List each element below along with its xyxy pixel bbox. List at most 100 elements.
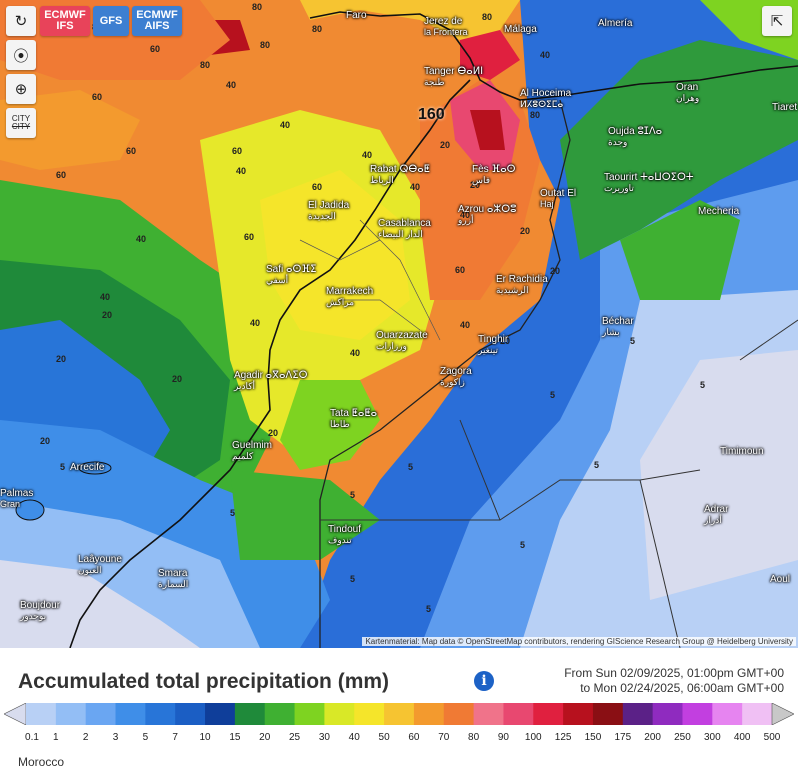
city-label: Marrakech مراكش [326, 286, 373, 308]
city-label: El Jadida الجديدة [308, 200, 349, 222]
legend-swatch [413, 703, 445, 725]
city-name: Boujdour [20, 600, 61, 611]
city-label: Guelmim كلميم [232, 440, 272, 462]
legend-label: 250 [674, 732, 691, 743]
legend-label: 80 [468, 732, 480, 743]
value-label: 20 [268, 428, 279, 438]
model-label: ECMWF [136, 9, 178, 21]
city-name: Tata ⵟⴰⵟⴰ [330, 408, 378, 419]
value-label: 80 [260, 40, 271, 50]
map-attribution: Kartenmaterial: Map data © OpenStreetMap… [362, 637, 796, 646]
legend-label: 300 [703, 732, 721, 743]
city-label: Tanger ⴱⴰⵍⵏ طنجة [424, 66, 483, 88]
city-label: Agadir ⴰⴳⴰⴷⵉⵔ أكادير [234, 370, 307, 392]
city-name: Outat El [540, 188, 577, 199]
model-ecmwf-aifs-button[interactable]: ECMWF AIFS [132, 6, 182, 36]
legend-label: 60 [408, 732, 420, 743]
city-name: Oujda ⵓⵊⴷⴰ [608, 126, 663, 137]
location-button[interactable]: ⦿ [6, 40, 36, 70]
island-lanzarote [78, 461, 112, 475]
coastline-north [309, 11, 798, 101]
value-label: 5 [350, 574, 356, 584]
legend-label: 500 [763, 732, 781, 743]
value-label: 5 [520, 540, 526, 550]
city-label: Al Hoceima ⵍⵃⵓⵙⵉⵎⴰ [520, 88, 571, 110]
model-sublabel: IFS [56, 20, 74, 32]
value-label: 20 [102, 310, 113, 320]
model-ecmwf-ifs-button[interactable]: ECMWF IFS [40, 6, 90, 36]
city-name: Timimoun [720, 446, 764, 457]
zone-lime-south [280, 380, 380, 470]
border-east [739, 319, 798, 361]
legend-swatch [473, 703, 504, 725]
value-label: 20 [470, 180, 481, 190]
city-name: Málaga [504, 24, 537, 35]
city-label: Faro [346, 10, 367, 21]
legend-labels: 0.1 1 2 3 5 7 10 15 20 25 30 40 50 60 70 80 90 100 125 150 1… [0, 732, 798, 746]
value-label: 80 [252, 2, 263, 12]
value-label: 40 [100, 292, 111, 302]
city-name: Ouarzazate [376, 330, 428, 341]
city-name: Marrakech [326, 286, 374, 297]
value-label: 40 [410, 182, 421, 192]
value-label: 80 [312, 24, 323, 34]
value-label: 60 [244, 232, 255, 242]
value-label: 60 [126, 146, 137, 156]
legend-label: 100 [524, 732, 542, 743]
share-button[interactable]: ⇱ [762, 6, 792, 36]
value-label: 40 [362, 150, 373, 160]
model-gfs-button[interactable]: GFS [93, 6, 129, 36]
city-subname: فاس [472, 175, 491, 185]
border-mali [639, 479, 681, 648]
legend-swatch [682, 703, 713, 725]
legend-label: 70 [438, 732, 450, 743]
legend-swatch [563, 703, 594, 725]
value-label: 5 [594, 460, 600, 470]
value-label: 40 [226, 80, 237, 90]
value-label: 20 [500, 336, 511, 346]
legend-swatch [26, 703, 57, 725]
legend-label: 25 [288, 732, 301, 743]
legend-label: 3 [112, 732, 119, 743]
legend-swatch [55, 703, 87, 725]
period-to: to Mon 02/24/2025, 06:00am GMT+00 [580, 681, 784, 695]
value-label: 5 [630, 336, 636, 346]
border-inner [459, 419, 501, 521]
time-period: From Sun 02/09/2025, 01:00pm GMT+00 to M… [564, 666, 784, 696]
legend-swatch [115, 703, 146, 725]
city-label: Oran وهران [676, 82, 699, 104]
value-label: 5 [230, 508, 236, 518]
legend-swatch [592, 703, 624, 725]
precipitation-map[interactable]: 160 80 80 80 60 80 80 40 60 60 60 60 40 40 60 40 60 40 40… [0, 0, 798, 648]
city-subname: طنجة [424, 77, 445, 87]
info-icon[interactable]: i [474, 671, 494, 691]
city-name: El Jadida [308, 200, 350, 211]
zoom-button[interactable]: ⊕ [6, 74, 36, 104]
value-label: 40 [236, 166, 247, 176]
city-name: Oran [676, 82, 699, 93]
city-subname: ⵍⵃⵓⵙⵉⵎⴰ [520, 99, 564, 109]
legend-swatch [324, 703, 355, 725]
value-label: 60 [455, 265, 466, 275]
city-name: Guelmim [232, 440, 273, 451]
refresh-button[interactable]: ↻ [6, 6, 36, 36]
legend-label: 0.1 [25, 732, 39, 743]
legend-swatch [205, 703, 236, 725]
legend-label: 1 [53, 732, 59, 743]
city-name: Tiaret [772, 102, 798, 113]
city-subname: تينغير [478, 345, 498, 355]
city-subname: تاوريرت [604, 183, 634, 193]
share-icon: ⇱ [770, 13, 784, 30]
zone-spain [300, 0, 520, 40]
city-subname: وجدة [608, 137, 628, 147]
model-sublabel: AIFS [144, 20, 170, 32]
city-label: Fès ⴼⴰⵙ فاس [472, 164, 516, 186]
city-toggle-button[interactable]: CITY CITY [6, 108, 36, 138]
city-label: Béchar بشار [602, 316, 634, 338]
city-label: Azrou ⴰⵣⵔⵓ أزرو [458, 204, 516, 226]
value-label: 60 [232, 146, 243, 156]
road-3 [299, 239, 381, 261]
border-south [320, 469, 701, 521]
value-label: 60 [150, 44, 161, 54]
city-label: Tata ⵟⴰⵟⴰ طاطا [330, 408, 377, 430]
